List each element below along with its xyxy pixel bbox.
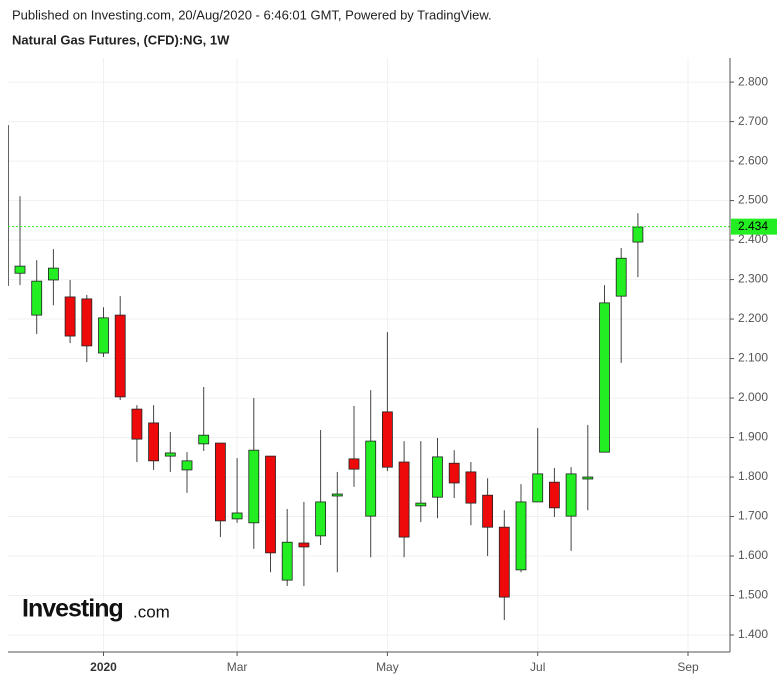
candle-body bbox=[8, 125, 9, 286]
candle-body bbox=[248, 449, 260, 524]
candle-body bbox=[381, 411, 393, 468]
candle-body bbox=[98, 317, 109, 354]
candle-body bbox=[365, 440, 377, 517]
last-price-label: 2.434 bbox=[738, 219, 768, 233]
y-tick-label: 2.100 bbox=[738, 351, 768, 365]
y-tick-label: 1.900 bbox=[738, 430, 768, 444]
candle-body bbox=[14, 265, 26, 274]
plot-area bbox=[8, 125, 730, 621]
y-tick-label: 1.700 bbox=[738, 509, 768, 523]
candle-body bbox=[448, 462, 460, 484]
chart-title: Natural Gas Futures, (CFD):NG, 1W bbox=[12, 32, 230, 47]
candle-body bbox=[64, 296, 76, 337]
candle-body bbox=[31, 280, 43, 316]
logo-suffix: .com bbox=[133, 602, 170, 621]
y-tick-label: 2.600 bbox=[738, 153, 768, 167]
y-tick-label: 2.400 bbox=[738, 232, 768, 246]
candle-body bbox=[281, 541, 293, 581]
candle-body bbox=[465, 471, 477, 504]
x-tick-label: Jul bbox=[530, 660, 545, 674]
candle-body bbox=[315, 501, 327, 537]
candle-body bbox=[114, 314, 126, 398]
publisher-note: Published on Investing.com, 20/Aug/2020 … bbox=[12, 7, 492, 22]
y-tick-label: 2.200 bbox=[738, 311, 768, 325]
y-tick-label: 2.500 bbox=[738, 193, 768, 207]
candle-body bbox=[632, 226, 644, 243]
candle-body bbox=[432, 456, 443, 498]
candle-body bbox=[599, 302, 610, 453]
y-tick-label: 2.700 bbox=[738, 114, 768, 128]
candle-body bbox=[498, 526, 510, 598]
candle-body bbox=[482, 494, 494, 528]
candle-body bbox=[81, 298, 93, 347]
y-tick-label: 1.800 bbox=[738, 469, 768, 483]
x-tick-label: May bbox=[376, 660, 399, 674]
candle-body bbox=[265, 455, 276, 554]
y-tick-label: 2.800 bbox=[738, 74, 768, 88]
logo-brand: Investing bbox=[22, 595, 123, 623]
candle-body bbox=[214, 442, 226, 522]
x-tick-label: Sep bbox=[677, 660, 699, 674]
axis-labels: 1.400 1.500 1.600 1.700 1.800 1.900 2.000 2.100… bbox=[90, 74, 777, 674]
candle-body bbox=[398, 461, 410, 538]
y-tick-label: 1.600 bbox=[738, 548, 768, 562]
candle-body bbox=[582, 476, 594, 480]
candle-body bbox=[565, 473, 577, 517]
candle-body bbox=[532, 473, 544, 503]
candle-body bbox=[549, 481, 560, 509]
x-tick-label: Mar bbox=[227, 660, 248, 674]
candle-body bbox=[198, 434, 210, 445]
candle-body bbox=[615, 257, 627, 297]
candle-body bbox=[298, 542, 310, 548]
last-price-box bbox=[731, 218, 777, 235]
candle-body bbox=[131, 408, 143, 440]
y-tick-label: 2.300 bbox=[738, 272, 768, 286]
candle-body bbox=[164, 452, 176, 457]
x-tick-label: 2020 bbox=[90, 660, 117, 674]
candle-body bbox=[415, 502, 427, 507]
candle-body bbox=[348, 458, 360, 470]
candle-body bbox=[331, 493, 343, 497]
candle-body bbox=[148, 422, 160, 462]
y-tick-label: 1.500 bbox=[738, 588, 768, 602]
candle-body bbox=[181, 460, 193, 471]
y-tick-label: 1.400 bbox=[738, 627, 768, 641]
candle-body bbox=[48, 267, 59, 281]
candle-body bbox=[515, 501, 527, 571]
candle-body bbox=[231, 512, 243, 520]
y-tick-label: 2.000 bbox=[738, 390, 768, 404]
